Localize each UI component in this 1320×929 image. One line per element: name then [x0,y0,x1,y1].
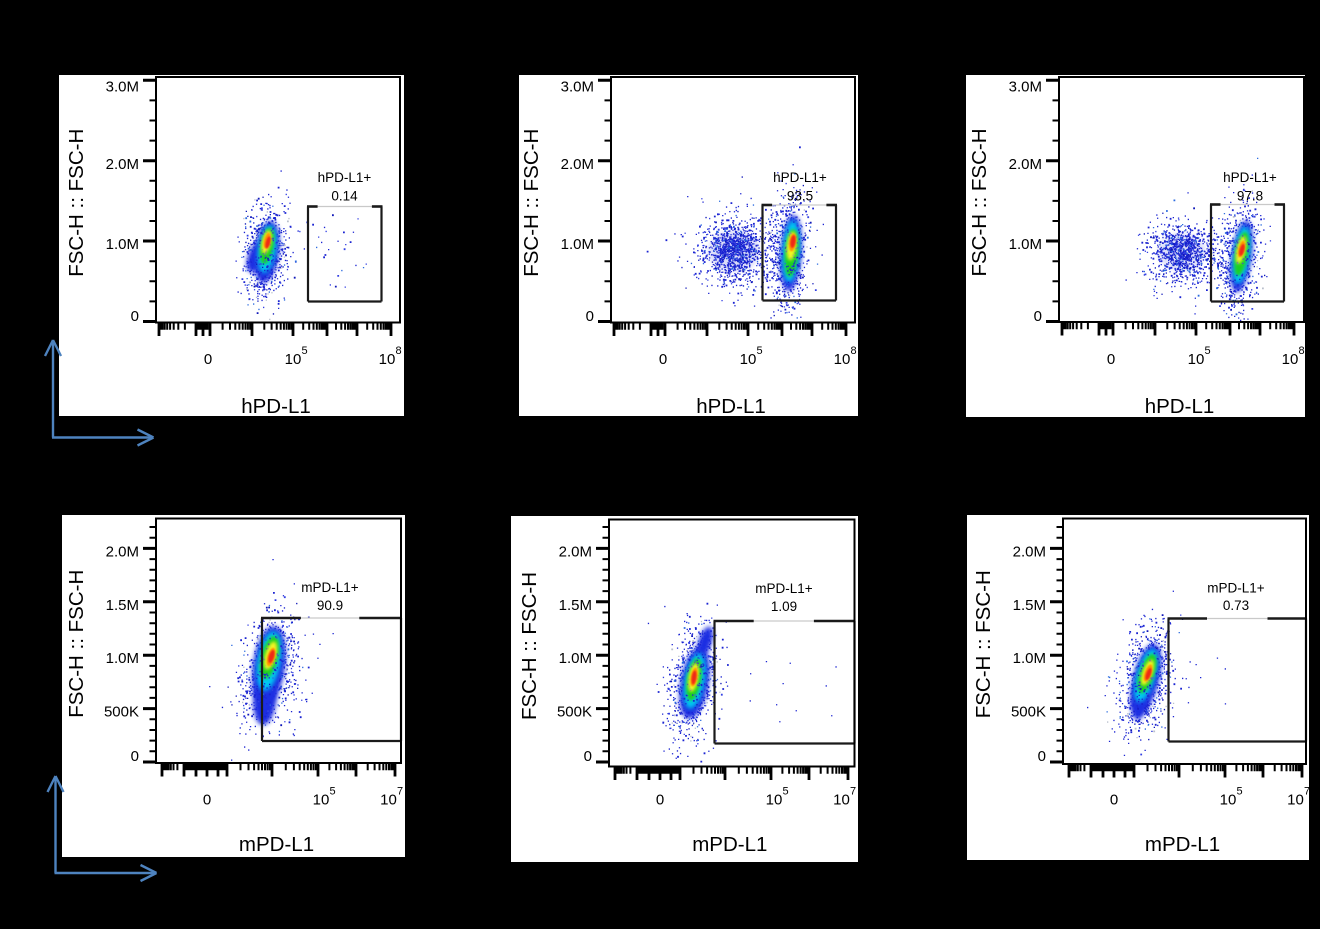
svg-text:7: 7 [850,786,856,798]
svg-text:3.0M: 3.0M [561,78,594,95]
svg-text:0: 0 [204,351,212,368]
svg-text:FSC-H :: FSC-H: FSC-H :: FSC-H [968,128,991,276]
svg-text:5: 5 [1236,786,1242,798]
svg-text:5: 5 [301,345,307,357]
svg-text:0: 0 [584,748,592,765]
svg-text:mPD-L1: mPD-L1 [692,833,767,856]
svg-text:97.8: 97.8 [1237,189,1263,204]
svg-text:10: 10 [1287,792,1304,809]
svg-text:2.0M: 2.0M [106,543,139,560]
svg-text:10: 10 [380,792,397,809]
svg-text:7: 7 [397,786,403,798]
svg-text:FSC-H :: FSC-H: FSC-H :: FSC-H [65,570,88,718]
svg-text:10: 10 [834,351,851,368]
svg-text:90.9: 90.9 [317,598,343,613]
svg-text:hPD-L1: hPD-L1 [241,395,311,418]
svg-text:2.0M: 2.0M [561,156,594,173]
svg-text:0: 0 [656,792,664,809]
svg-text:1.0M: 1.0M [106,236,139,253]
svg-text:2.0M: 2.0M [1013,543,1046,560]
svg-text:mPD-L1: mPD-L1 [239,833,314,856]
svg-text:8: 8 [850,345,856,357]
svg-text:hPD-L1: hPD-L1 [696,395,766,418]
svg-text:1.0M: 1.0M [1009,236,1042,253]
svg-text:2.0M: 2.0M [106,156,139,173]
svg-text:1.09: 1.09 [771,599,797,614]
svg-text:7: 7 [1304,786,1310,798]
svg-text:0: 0 [1034,308,1042,325]
svg-text:1.0M: 1.0M [1013,650,1046,667]
svg-text:0: 0 [131,308,139,325]
svg-text:0: 0 [1107,351,1115,368]
svg-text:93.5: 93.5 [787,189,813,204]
svg-text:10: 10 [1188,351,1205,368]
svg-text:500K: 500K [1011,704,1046,721]
svg-text:0.14: 0.14 [331,189,358,204]
svg-text:mPD-L1: mPD-L1 [1145,833,1220,856]
svg-text:0: 0 [203,792,211,809]
svg-text:500K: 500K [104,704,139,721]
svg-text:10: 10 [833,792,850,809]
svg-text:10: 10 [1282,351,1299,368]
svg-text:1.5M: 1.5M [1013,597,1046,614]
svg-text:0: 0 [1110,792,1118,809]
svg-text:FSC-H :: FSC-H: FSC-H :: FSC-H [518,572,541,720]
svg-text:0: 0 [659,351,667,368]
svg-text:1.5M: 1.5M [106,597,139,614]
svg-text:10: 10 [740,351,757,368]
svg-text:0: 0 [1038,748,1046,765]
svg-text:FSC-H :: FSC-H: FSC-H :: FSC-H [65,129,88,277]
svg-text:8: 8 [1298,345,1304,357]
svg-text:FSC-H :: FSC-H: FSC-H :: FSC-H [520,129,543,277]
svg-text:3.0M: 3.0M [106,78,139,95]
svg-text:5: 5 [329,786,335,798]
svg-text:0: 0 [586,308,594,325]
svg-text:10: 10 [285,351,302,368]
svg-text:2.0M: 2.0M [1009,156,1042,173]
svg-text:FSC-H :: FSC-H: FSC-H :: FSC-H [972,570,995,718]
svg-text:1.0M: 1.0M [106,650,139,667]
svg-text:8: 8 [395,345,401,357]
svg-text:hPD-L1: hPD-L1 [1145,395,1215,418]
svg-text:5: 5 [756,345,762,357]
svg-text:0.73: 0.73 [1223,598,1249,613]
svg-text:5: 5 [782,786,788,798]
svg-text:mPD-L1+: mPD-L1+ [301,580,359,595]
svg-text:hPD-L1+: hPD-L1+ [1223,170,1277,185]
svg-text:10: 10 [379,351,396,368]
svg-text:2.0M: 2.0M [559,543,592,560]
svg-text:0: 0 [131,748,139,765]
svg-text:1.0M: 1.0M [559,650,592,667]
svg-text:hPD-L1+: hPD-L1+ [318,170,372,185]
svg-text:mPD-L1+: mPD-L1+ [1207,581,1265,596]
svg-text:10: 10 [1220,792,1237,809]
svg-text:1.5M: 1.5M [559,597,592,614]
svg-text:hPD-L1+: hPD-L1+ [773,170,827,185]
svg-text:10: 10 [313,792,330,809]
svg-text:500K: 500K [557,704,592,721]
svg-text:3.0M: 3.0M [1009,78,1042,95]
svg-text:mPD-L1+: mPD-L1+ [755,581,813,596]
svg-text:10: 10 [766,792,783,809]
svg-text:1.0M: 1.0M [561,236,594,253]
svg-text:5: 5 [1204,345,1210,357]
